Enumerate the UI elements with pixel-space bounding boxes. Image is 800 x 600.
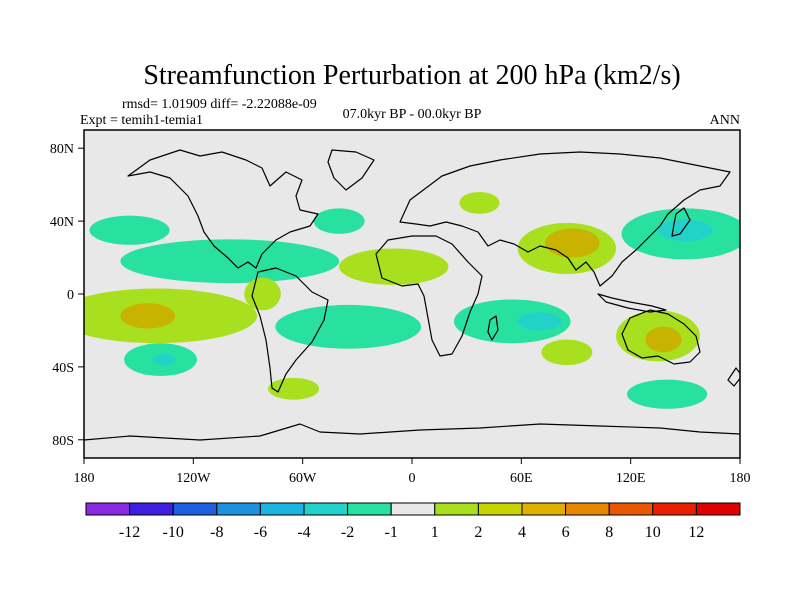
colorbar-box	[259, 502, 305, 516]
contour-region-s-indian-neg-core	[517, 312, 562, 331]
contour-region-s-pacific-neg-core	[153, 354, 176, 366]
colorbar-box	[608, 502, 654, 516]
contour-region-s-atlantic-neg	[275, 304, 422, 349]
colorbar-box	[347, 502, 392, 516]
x-tick-label: 180	[74, 471, 95, 486]
contour-region-patagonia-pos	[268, 377, 320, 400]
contour-region-n-atlantic-neg	[313, 208, 365, 234]
colorbar-box	[85, 502, 131, 516]
colorbar-box	[390, 502, 436, 516]
contour-region-w-pacific-neg-core	[658, 219, 713, 242]
period-annotation: 07.0kyr BP - 00.0kyr BP	[343, 107, 482, 122]
colorbar-box	[303, 502, 349, 516]
colorbar-label: 6	[562, 524, 570, 541]
eurasia-coastline	[399, 151, 731, 287]
colorbar-box	[565, 502, 610, 516]
antarctica-coastline	[84, 423, 740, 441]
contour-region-central-america-pos	[244, 277, 281, 311]
contour-region-s-pacific-neg-east	[627, 379, 708, 409]
colorbar-label: 1	[431, 524, 439, 541]
colorbar-label: 12	[688, 524, 704, 541]
colorbar-label: 2	[474, 524, 482, 541]
chart-title: Streamfunction Perturbation at 200 hPa (…	[143, 60, 680, 91]
colorbar-box	[521, 502, 567, 516]
y-tick-label: 0	[67, 288, 74, 303]
contour-region-australia-pos-core	[645, 326, 682, 353]
experiment-annotation: Expt = temih1-temia1	[80, 113, 203, 128]
x-tick-label: 60W	[289, 471, 317, 486]
contour-region-europe-pos	[459, 191, 500, 214]
colorbar-label: -10	[163, 524, 184, 541]
colorbar-label: -4	[297, 524, 310, 541]
colorbar-box	[172, 502, 218, 516]
africa-coastline	[375, 235, 483, 357]
x-tick-label: 120W	[176, 471, 211, 486]
x-tick-label: 120E	[616, 471, 646, 486]
colorbar-label: -1	[385, 524, 398, 541]
colorbar-box	[477, 502, 523, 516]
colorbar-box	[695, 502, 741, 516]
colorbar-label: 8	[605, 524, 613, 541]
rmsd-annotation: rmsd= 1.01909 diff= -2.22088e-09	[122, 97, 317, 112]
contour-region-s-indian-neg	[453, 299, 571, 344]
contour-fill-layer	[84, 191, 740, 409]
contour-region-asia-pos-core	[545, 228, 600, 258]
contour-region-s-pacific-pos-core	[120, 303, 176, 329]
indonesia-coastline	[597, 293, 667, 313]
y-tick-label: 40N	[50, 215, 74, 230]
australia-coastline	[621, 309, 701, 365]
colorbar-label: 4	[518, 524, 526, 541]
y-tick-label: 80N	[50, 142, 74, 157]
greenland-coastline	[327, 149, 375, 191]
north-america-coastline	[127, 149, 319, 269]
x-axis: 180 120W 60W 0 60E 120E 180	[74, 458, 751, 486]
y-axis: 80N 40N 0 40S 80S	[50, 142, 84, 449]
contour-region-n-africa-pos	[339, 248, 449, 285]
colorbar-box	[434, 502, 479, 516]
contour-region-s-indian-pos	[541, 339, 593, 366]
colorbar-label: -2	[341, 524, 354, 541]
colorbar-box	[652, 502, 697, 516]
contour-region-n-pacific-neg	[89, 215, 170, 245]
x-tick-label: 0	[409, 471, 416, 486]
x-tick-label: 60E	[510, 471, 533, 486]
colorbar-label: -12	[119, 524, 140, 541]
x-tick-label: 180	[730, 471, 751, 486]
coastline-layer	[84, 149, 740, 441]
japan-coastline	[671, 207, 691, 237]
colorbar: -12 -10 -8 -6 -4 -2 -1 1 2 4 6 8 10 12	[85, 502, 741, 541]
contour-region-n-pacific-neg-east	[120, 239, 340, 284]
y-tick-label: 40S	[52, 361, 74, 376]
new-zealand-coastline	[727, 367, 740, 387]
madagascar-coastline	[487, 315, 499, 341]
colorbar-label: 10	[645, 524, 661, 541]
colorbar-label: -6	[254, 524, 267, 541]
colorbar-label: -8	[210, 524, 223, 541]
south-america-coastline	[251, 267, 329, 393]
season-annotation: ANN	[710, 113, 740, 128]
colorbar-box	[129, 502, 174, 516]
y-tick-label: 80S	[52, 434, 74, 449]
colorbar-box	[216, 502, 261, 516]
